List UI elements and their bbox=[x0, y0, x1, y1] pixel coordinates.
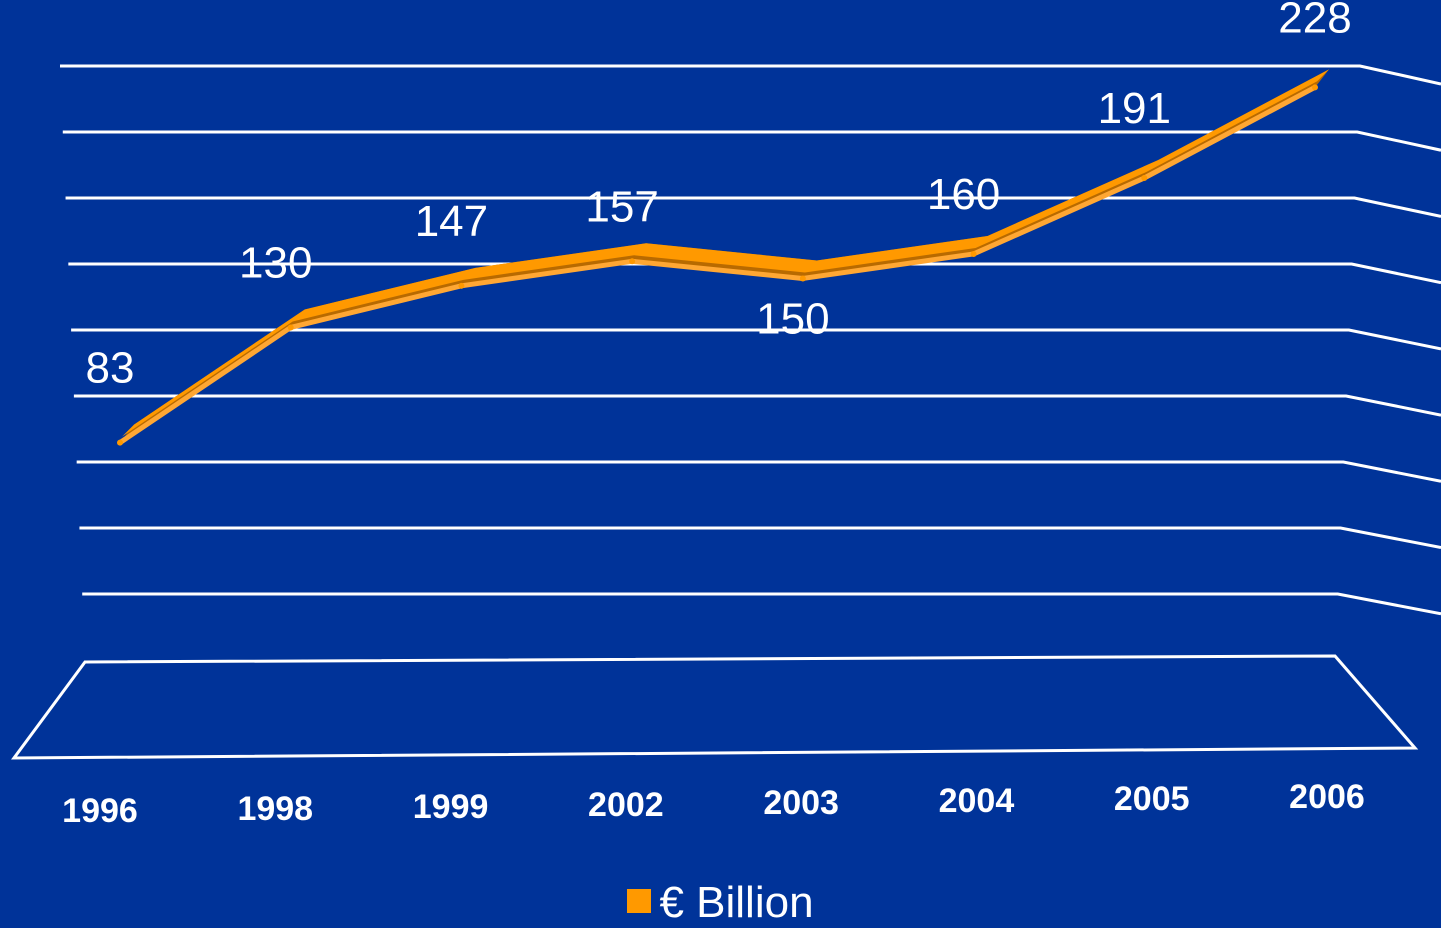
gridline bbox=[60, 64, 1441, 86]
legend: € Billion bbox=[0, 878, 1441, 928]
data-point bbox=[799, 275, 806, 282]
x-tick-label: 2004 bbox=[939, 782, 1015, 820]
gridline bbox=[71, 328, 1441, 351]
data-point bbox=[1312, 84, 1318, 91]
data-label: 191 bbox=[1098, 84, 1171, 133]
data-label: 160 bbox=[927, 170, 1000, 219]
x-tick-label: 2003 bbox=[763, 784, 839, 822]
x-tick-label: 1998 bbox=[237, 790, 313, 828]
legend-swatch bbox=[627, 889, 652, 913]
gridline bbox=[65, 196, 1441, 218]
data-label: 228 bbox=[1278, 0, 1351, 42]
data-label: 150 bbox=[756, 294, 829, 343]
x-tick-label: 1999 bbox=[413, 788, 489, 826]
gridline bbox=[73, 394, 1441, 417]
gridline bbox=[76, 460, 1441, 483]
data-label: 157 bbox=[585, 182, 658, 231]
data-point bbox=[458, 282, 465, 289]
data-label: 147 bbox=[415, 197, 488, 246]
data-point bbox=[1141, 175, 1148, 182]
data-point bbox=[629, 258, 636, 265]
gridline bbox=[62, 130, 1441, 152]
x-tick-label: 2005 bbox=[1114, 780, 1190, 818]
chart-floor bbox=[11, 654, 1419, 760]
data-point bbox=[970, 250, 977, 257]
gridline bbox=[82, 592, 1441, 616]
data-label: 130 bbox=[239, 238, 312, 287]
legend-label: € Billion bbox=[659, 878, 814, 927]
x-tick-label: 2006 bbox=[1289, 778, 1365, 816]
gridline bbox=[68, 262, 1441, 285]
data-point bbox=[117, 439, 123, 446]
gridline bbox=[79, 526, 1441, 550]
line-ribbon-face bbox=[122, 69, 1329, 437]
series-line bbox=[118, 85, 1317, 445]
data-label: 83 bbox=[86, 344, 135, 393]
data-point bbox=[287, 324, 294, 331]
x-tick-label: 2002 bbox=[588, 786, 664, 824]
x-tick-label: 1996 bbox=[62, 792, 138, 830]
